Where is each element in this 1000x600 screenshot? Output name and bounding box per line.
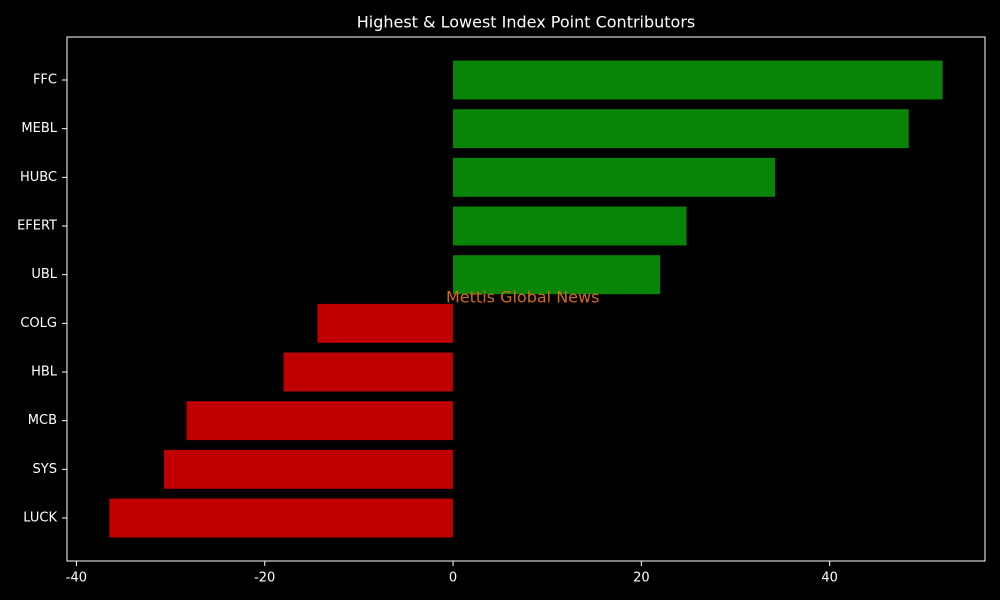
x-tick-label: 40 <box>821 571 838 586</box>
y-tick-label: HUBC <box>20 170 57 185</box>
y-tick-label: SYS <box>33 462 57 477</box>
chart-title: Highest & Lowest Index Point Contributor… <box>357 13 696 32</box>
bar <box>109 498 454 538</box>
watermark: Mettis Global News <box>446 288 599 307</box>
plot-frame <box>66 36 986 562</box>
x-tick-label: 0 <box>449 571 457 586</box>
bar <box>163 449 454 489</box>
y-tick-label: COLG <box>20 316 57 331</box>
y-tick-label: HBL <box>31 365 58 380</box>
y-tick-label: FFC <box>33 73 57 88</box>
y-tick-label: MCB <box>28 413 57 428</box>
bar <box>453 60 943 100</box>
bar <box>453 255 661 295</box>
bar <box>317 303 454 343</box>
x-tick-label: -20 <box>254 571 275 586</box>
bar <box>453 206 687 246</box>
y-tick-label: UBL <box>31 267 57 282</box>
bar <box>186 401 454 441</box>
bar <box>283 352 454 392</box>
x-tick-label: 20 <box>633 571 650 586</box>
y-tick-label: EFERT <box>17 219 57 234</box>
y-tick-label: MEBL <box>21 121 57 136</box>
bar <box>453 109 909 149</box>
y-tick-label: LUCK <box>23 511 57 526</box>
x-tick-label: -40 <box>66 571 87 586</box>
bar <box>453 157 776 197</box>
